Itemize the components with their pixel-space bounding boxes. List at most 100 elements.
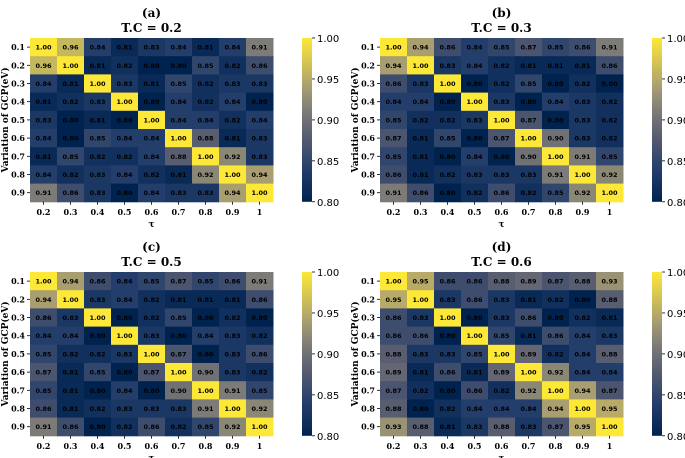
y-tick-label: 0.7	[11, 151, 25, 161]
heatmap-cell	[407, 56, 435, 75]
heatmap-cell	[30, 147, 58, 166]
heatmap-cell	[434, 417, 462, 437]
heatmap-cell	[569, 165, 597, 185]
heatmap-cell	[84, 290, 112, 309]
heatmap-cell	[380, 417, 408, 437]
heatmap-cell	[461, 74, 489, 94]
heatmap-cell	[488, 290, 516, 309]
cell-value-label: 1.00	[574, 171, 591, 179]
heatmap-cell	[138, 129, 166, 148]
x-tick-label: 1	[257, 207, 263, 217]
heatmap-cell	[515, 147, 543, 166]
cell-value-label: 0.86	[251, 62, 268, 70]
cell-value-label: 0.84	[493, 405, 510, 413]
heatmap-cell	[515, 38, 543, 57]
heatmap-cell	[111, 129, 139, 148]
cell-value-label: 0.91	[601, 44, 618, 52]
cell-value-label: 0.82	[89, 350, 105, 358]
heatmap-cell	[246, 147, 274, 166]
heatmap-cell	[111, 363, 139, 382]
heatmap-cell	[111, 165, 139, 185]
heatmap-cell	[569, 399, 597, 419]
cell-value-label: 0.86	[466, 387, 483, 395]
x-tick-label: 0.7	[172, 207, 186, 217]
cell-value-label: 0.81	[143, 80, 160, 88]
cell-value-label: 0.94	[574, 387, 591, 395]
cell-value-label: 0.80	[197, 314, 214, 322]
y-tick-label: 0.3	[11, 313, 25, 323]
heatmap-cell	[542, 129, 570, 148]
cell-value-label: 0.80	[116, 314, 133, 322]
heatmap-cell	[84, 272, 112, 291]
y-tick-label: 0.8	[11, 404, 25, 414]
y-tick-label: 0.4	[361, 97, 375, 107]
heatmap-cell	[569, 308, 597, 328]
y-tick-label: 0.5	[361, 349, 375, 359]
heatmap-cell	[30, 56, 58, 75]
cell-value-label: 0.94	[62, 278, 79, 286]
cell-value-label: 0.80	[439, 332, 456, 340]
heatmap-cell	[30, 183, 58, 203]
x-tick-label: 1	[257, 441, 263, 451]
heatmap-cell	[192, 110, 220, 130]
cell-value-label: 0.84	[574, 369, 591, 377]
cell-value-label: 0.80	[143, 62, 160, 70]
cell-value-label: 0.84	[574, 350, 591, 358]
cell-value-label: 0.86	[62, 189, 79, 197]
y-tick-label: 0.2	[361, 294, 375, 304]
cell-value-label: 0.81	[412, 171, 429, 179]
cell-value-label: 1.00	[251, 189, 268, 197]
cell-value-label: 0.84	[251, 116, 268, 124]
x-axis-label: τ	[148, 454, 154, 458]
heatmap-cell	[461, 56, 489, 75]
heatmap-cell	[596, 344, 624, 364]
cell-value-label: 0.91	[224, 387, 241, 395]
heatmap-cell	[569, 129, 597, 148]
colorbar-tick-label: 0.95	[667, 309, 685, 320]
cell-value-label: 0.94	[547, 405, 564, 413]
cell-value-label: 0.86	[601, 62, 618, 70]
heatmap-cell	[111, 56, 139, 75]
cell-value-label: 0.83	[143, 44, 159, 52]
heatmap-cell	[246, 417, 274, 437]
heatmap-cell	[57, 38, 85, 57]
cell-value-label: 0.82	[116, 423, 132, 431]
heatmap-cell	[246, 56, 274, 75]
cell-value-label: 0.83	[116, 80, 132, 88]
panel-title: T.C = 0.5	[121, 255, 181, 269]
cell-value-label: 0.80	[466, 80, 483, 88]
heatmap-cell	[57, 399, 85, 419]
cell-value-label: 0.86	[466, 296, 483, 304]
cell-value-label: 0.83	[89, 189, 105, 197]
heatmap-cell	[596, 399, 624, 419]
colorbar-tick-label: 0.90	[317, 350, 339, 361]
heatmap-cell	[596, 183, 624, 203]
heatmap-cell	[57, 56, 85, 75]
heatmap-cell	[111, 147, 139, 166]
cell-value-label: 0.83	[493, 314, 509, 322]
heatmap-cell	[380, 56, 408, 75]
colorbar	[652, 38, 662, 202]
cell-value-label: 1.00	[574, 405, 591, 413]
cell-value-label: 0.86	[251, 296, 268, 304]
colorbar	[652, 272, 662, 436]
cell-value-label: 0.83	[89, 98, 105, 106]
cell-value-label: 0.84	[35, 332, 52, 340]
cell-value-label: 0.93	[601, 278, 617, 286]
cell-value-label: 0.82	[224, 314, 240, 322]
cell-value-label: 0.82	[197, 80, 213, 88]
cell-value-label: 0.80	[116, 369, 133, 377]
heatmap-cell	[165, 38, 193, 57]
heatmap-cell	[596, 92, 624, 112]
cell-value-label: 0.84	[520, 405, 537, 413]
cell-value-label: 0.82	[224, 62, 240, 70]
heatmap-cell	[461, 92, 489, 112]
cell-value-label: 0.88	[197, 135, 214, 143]
cell-value-label: 0.85	[385, 153, 402, 161]
heatmap-panel-b: (b)T.C = 0.3 1.00 0.94 0.86 0.84 0.85 0.87 0.85…	[350, 6, 685, 230]
heatmap-cell	[380, 74, 408, 94]
cell-value-label: 0.84	[385, 98, 402, 106]
cell-value-label: 1.00	[466, 332, 483, 340]
colorbar-tick-label: 0.95	[317, 309, 339, 320]
heatmap-cell	[111, 38, 139, 57]
